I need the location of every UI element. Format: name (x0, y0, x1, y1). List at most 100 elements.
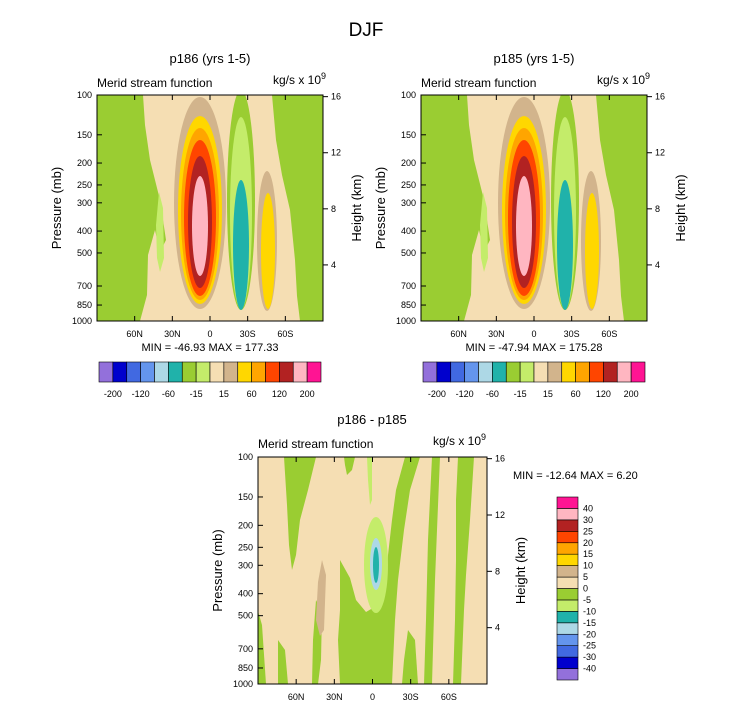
contour-diff-neg-upper-left (284, 457, 316, 570)
colorbar-label: -25 (583, 641, 596, 651)
colorbar-label: 15 (543, 389, 553, 399)
panel-title: p185 (yrs 1-5) (494, 51, 575, 66)
colorbar-label: 60 (247, 389, 257, 399)
contour-band-neg-low-left (421, 95, 490, 321)
y-tick-label: 200 (401, 158, 416, 168)
min-max-stats: MIN = -46.93 MAX = 177.33 (142, 342, 279, 354)
contour-band-neg-peak (233, 180, 249, 310)
units-label: kg/s x 109 (433, 432, 486, 448)
colorbar-swatch (450, 361, 465, 383)
colorbar-label: -15 (190, 389, 203, 399)
colorbar-swatch (556, 622, 579, 635)
y2-tick-label: 12 (331, 148, 341, 158)
colorbar-label: -10 (583, 606, 596, 616)
contour-field (258, 457, 487, 684)
y-tick-label: 500 (77, 248, 92, 258)
contour-band-neg-right (272, 95, 323, 321)
panel-difference: p186 - p185 Merid stream function kg/s x… (210, 412, 638, 702)
contour-diff-neg-lower-left (278, 640, 288, 684)
x-tick-label: 30N (326, 692, 343, 702)
colorbar-label: -120 (132, 389, 150, 399)
colorbar-swatch (168, 361, 183, 383)
colorbar-swatch (547, 361, 563, 383)
colorbar-swatch (112, 361, 128, 383)
y2-tick-label: 16 (655, 92, 665, 102)
contour-band-polar-60 (585, 193, 599, 309)
y-tick-label: 1000 (72, 316, 92, 326)
contour-field (421, 95, 647, 321)
contour-diff-neg-top-small (344, 457, 355, 475)
contour-band-neg-right (596, 95, 647, 321)
x-tick-label: 60N (126, 329, 143, 339)
panel-title: p186 - p185 (337, 412, 406, 427)
y-tick-label: 300 (77, 198, 92, 208)
colorbar-swatch (126, 361, 141, 383)
contour-band-neg-small-left (480, 192, 488, 272)
colorbar-swatch (492, 361, 507, 383)
colorbar-swatch (556, 599, 579, 612)
y-tick-label: 150 (77, 130, 92, 140)
colorbar-label: 10 (583, 561, 593, 571)
y-tick-label: 700 (401, 281, 416, 291)
contour-band-neg-small-left (156, 192, 164, 272)
y-axis-label: Pressure (mb) (49, 167, 64, 249)
colorbar-swatch (306, 361, 322, 383)
y-tick-label: 400 (77, 226, 92, 236)
contour-band-polar-60 (261, 193, 275, 309)
colorbar-swatch (616, 361, 632, 383)
panel-title: p186 (yrs 1-5) (170, 51, 251, 66)
colorbar-label: 120 (272, 389, 287, 399)
colorbar-label: -60 (486, 389, 499, 399)
colorbar-swatch (195, 361, 211, 383)
colorbar-label: 20 (583, 538, 593, 548)
colorbar-swatch (436, 361, 452, 383)
y2-axis-label: Height (km) (673, 174, 688, 241)
y-tick-label: 850 (401, 300, 416, 310)
y2-tick-label: 16 (331, 92, 341, 102)
colorbar-swatch (630, 361, 646, 383)
y-tick-label: 150 (238, 492, 253, 502)
min-max-stats: MIN = -47.94 MAX = 175.28 (466, 342, 603, 354)
y-tick-label: 850 (238, 663, 253, 673)
colorbar-label: -120 (456, 389, 474, 399)
colorbar-label: -40 (583, 664, 596, 674)
colorbar-swatch (237, 361, 252, 383)
colorbar-swatch (505, 361, 521, 383)
y-tick-label: 300 (238, 560, 253, 570)
colorbar-swatch (422, 361, 438, 383)
contour-band-pos-peak (516, 176, 532, 276)
colorbar-swatch (98, 361, 114, 383)
x-tick-label: 0 (531, 329, 536, 339)
min-max-stats: MIN = -12.64 MAX = 6.20 (513, 470, 638, 482)
y-tick-label: 400 (401, 226, 416, 236)
colorbar-swatch (561, 361, 576, 383)
colorbar-swatch (279, 361, 294, 383)
contour-band-pos-peak (192, 176, 208, 276)
x-tick-label: 60S (601, 329, 617, 339)
colorbar-swatch (464, 361, 479, 383)
colorbar-swatch (140, 361, 155, 383)
units-label: kg/s x 109 (273, 71, 326, 87)
x-tick-label: 0 (370, 692, 375, 702)
contour-diff-neg-left-edge (258, 611, 266, 684)
contour-band-neg-peak (557, 180, 573, 310)
colorbar-swatch (181, 361, 197, 383)
x-tick-label: 0 (207, 329, 212, 339)
x-tick-label: 30S (240, 329, 256, 339)
colorbar-swatch (251, 361, 266, 383)
colorbar-label: -30 (583, 652, 596, 662)
contour-diff-neg-peak (373, 547, 379, 583)
y-tick-label: 200 (238, 520, 253, 530)
x-tick-label: 60N (450, 329, 467, 339)
colorbar-label: -200 (428, 389, 446, 399)
contour-diff-neg-lower-right (402, 630, 418, 684)
colorbar-label: -20 (583, 629, 596, 639)
colorbar-label: 15 (583, 549, 593, 559)
y-axis-label: Pressure (mb) (373, 167, 388, 249)
y2-tick-label: 4 (655, 260, 660, 270)
y-tick-label: 100 (77, 90, 92, 100)
colorbar-swatch (556, 588, 579, 601)
x-tick-label: 30S (564, 329, 580, 339)
colorbar-label: 40 (583, 503, 593, 513)
